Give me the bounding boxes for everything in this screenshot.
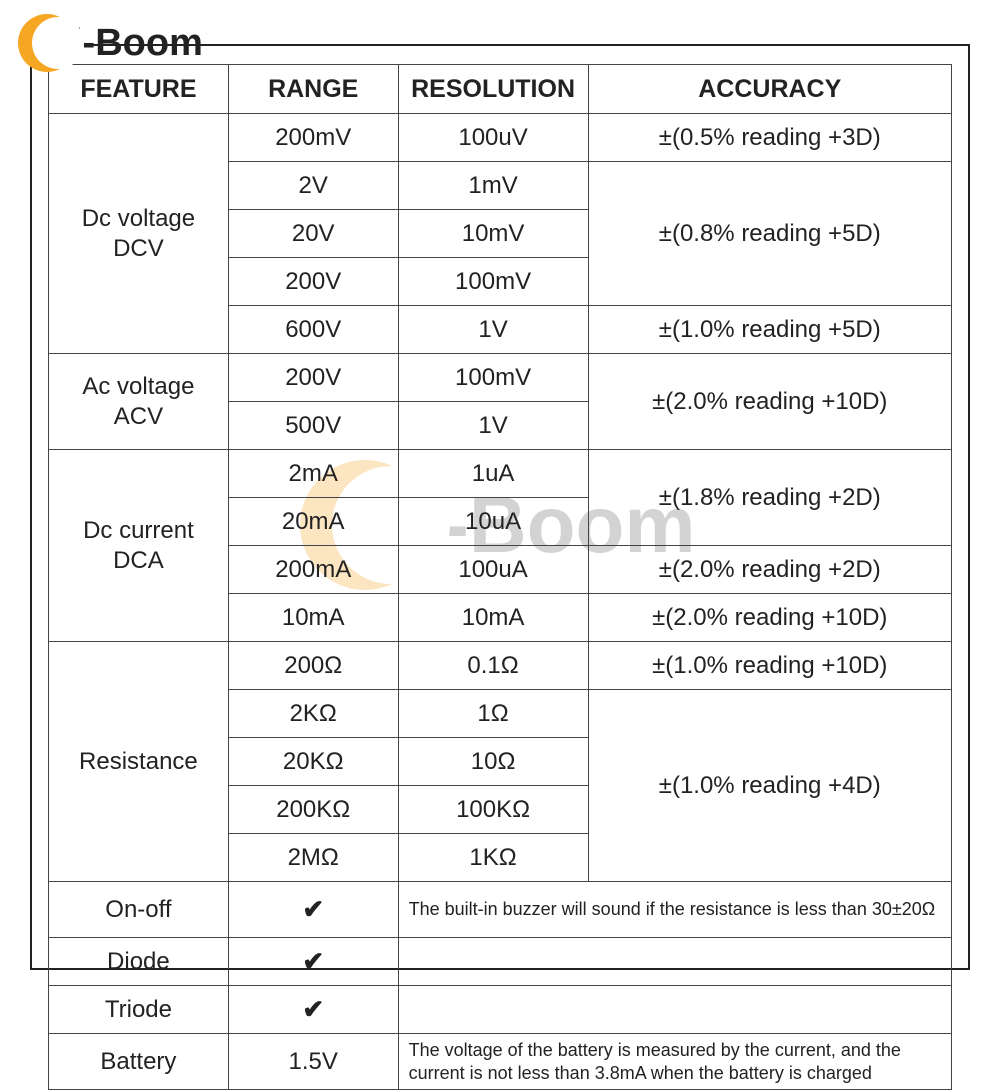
table-row: Dc currentDCA 2mA 1uA ±(1.8% reading +2D…	[49, 450, 952, 498]
table-row: Triode ✔	[49, 986, 952, 1034]
cell-accuracy: ±(0.5% reading +3D)	[588, 114, 951, 162]
table-row: Battery 1.5V The voltage of the battery …	[49, 1034, 952, 1090]
cell-range: 20KΩ	[228, 738, 398, 786]
cell-resolution: 100mV	[398, 354, 588, 402]
cell-accuracy: ±(2.0% reading +2D)	[588, 546, 951, 594]
check-icon: ✔	[228, 938, 398, 986]
cell-accuracy: ±(1.0% reading +10D)	[588, 642, 951, 690]
spec-table: FEATURE RANGE RESOLUTION ACCURACY Dc vol…	[48, 64, 952, 1090]
cell-accuracy: ±(2.0% reading +10D)	[588, 354, 951, 450]
cell-range: 600V	[228, 306, 398, 354]
table-row: Dc voltageDCV 200mV 100uV ±(0.5% reading…	[49, 114, 952, 162]
header-resolution: RESOLUTION	[398, 65, 588, 114]
cell-resolution: 1KΩ	[398, 834, 588, 882]
cell-resolution: 1uA	[398, 450, 588, 498]
cell-range: 200Ω	[228, 642, 398, 690]
cell-resolution: 1Ω	[398, 690, 588, 738]
logo-text: i-Boom	[72, 22, 203, 65]
check-icon: ✔	[228, 882, 398, 938]
cell-range: 20V	[228, 210, 398, 258]
cell-range: 2MΩ	[228, 834, 398, 882]
note-onoff: The built-in buzzer will sound if the re…	[398, 882, 951, 938]
cell-accuracy: ±(1.0% reading +5D)	[588, 306, 951, 354]
cell-range: 10mA	[228, 594, 398, 642]
cell-resolution: 100uV	[398, 114, 588, 162]
cell-range: 200V	[228, 354, 398, 402]
cell-resolution: 100mV	[398, 258, 588, 306]
cell-accuracy: ±(0.8% reading +5D)	[588, 162, 951, 306]
cell-resolution: 100uA	[398, 546, 588, 594]
cell-empty	[398, 938, 951, 986]
table-row: Ac voltageACV 200V 100mV ±(2.0% reading …	[49, 354, 952, 402]
feature-battery: Battery	[49, 1034, 229, 1090]
cell-resolution: 10uA	[398, 498, 588, 546]
cell-resolution: 10Ω	[398, 738, 588, 786]
cell-accuracy: ±(2.0% reading +10D)	[588, 594, 951, 642]
cell-range: 2KΩ	[228, 690, 398, 738]
cell-range: 200V	[228, 258, 398, 306]
cell-range: 2V	[228, 162, 398, 210]
cell-range: 200KΩ	[228, 786, 398, 834]
logo-top: i-Boom	[18, 14, 203, 72]
cell-range: 2mA	[228, 450, 398, 498]
cell-accuracy: ±(1.0% reading +4D)	[588, 690, 951, 882]
feature-resistance: Resistance	[49, 642, 229, 882]
table-row: Resistance 200Ω 0.1Ω ±(1.0% reading +10D…	[49, 642, 952, 690]
cell-range: 500V	[228, 402, 398, 450]
table-row: On-off ✔ The built-in buzzer will sound …	[49, 882, 952, 938]
cell-resolution: 10mA	[398, 594, 588, 642]
cell-empty	[398, 986, 951, 1034]
cell-range: 200mV	[228, 114, 398, 162]
cell-range: 20mA	[228, 498, 398, 546]
cell-resolution: 0.1Ω	[398, 642, 588, 690]
cell-accuracy: ±(1.8% reading +2D)	[588, 450, 951, 546]
header-accuracy: ACCURACY	[588, 65, 951, 114]
cell-range: 200mA	[228, 546, 398, 594]
cell-resolution: 1mV	[398, 162, 588, 210]
cell-resolution: 10mV	[398, 210, 588, 258]
cell-range: 1.5V	[228, 1034, 398, 1090]
feature-dca: Dc currentDCA	[49, 450, 229, 642]
check-icon: ✔	[228, 986, 398, 1034]
header-range: RANGE	[228, 65, 398, 114]
cell-resolution: 100KΩ	[398, 786, 588, 834]
feature-onoff: On-off	[49, 882, 229, 938]
feature-triode: Triode	[49, 986, 229, 1034]
cell-resolution: 1V	[398, 306, 588, 354]
feature-acv: Ac voltageACV	[49, 354, 229, 450]
note-battery: The voltage of the battery is measured b…	[398, 1034, 951, 1090]
table-row: Diode ✔	[49, 938, 952, 986]
crescent-icon	[18, 14, 76, 72]
feature-dcv: Dc voltageDCV	[49, 114, 229, 354]
cell-resolution: 1V	[398, 402, 588, 450]
feature-diode: Diode	[49, 938, 229, 986]
